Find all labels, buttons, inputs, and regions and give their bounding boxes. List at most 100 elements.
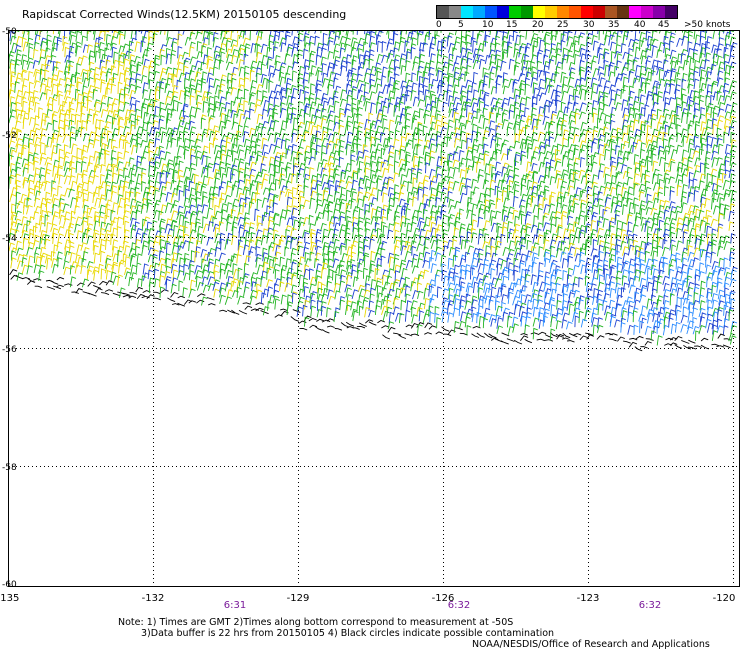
wind-barb [393, 79, 400, 90]
wind-barb [111, 239, 119, 251]
wind-barb [620, 72, 627, 82]
wind-barb [194, 138, 201, 149]
wind-barb [303, 264, 310, 276]
wind-barb [670, 277, 677, 287]
wind-barb [514, 252, 522, 262]
wind-barb [20, 193, 27, 203]
wind-barb [670, 231, 676, 244]
wind-barb [140, 128, 148, 137]
wind-barb [448, 152, 455, 162]
wind-barb [27, 255, 34, 267]
wind-barb [98, 197, 106, 208]
wind-barb [33, 252, 40, 264]
wind-barb [332, 95, 339, 106]
wind-barb [590, 219, 597, 232]
wind-barb [446, 239, 454, 250]
wind-barb [500, 284, 507, 297]
wind-barb [206, 58, 214, 69]
wind-barb [418, 270, 426, 280]
wind-barb [494, 172, 501, 184]
wind-barb [376, 109, 384, 120]
wind-barb [650, 264, 657, 276]
wind-barb [227, 309, 235, 314]
wind-barb [537, 222, 544, 234]
wind-barb [586, 295, 594, 305]
wind-barb [196, 40, 202, 52]
wind-barb [532, 234, 539, 244]
wind-barb [556, 299, 562, 310]
wind-barb [434, 34, 440, 46]
wind-barb [477, 152, 485, 161]
wind-barb [435, 143, 442, 153]
wind-barb [729, 36, 737, 47]
wind-barb [57, 185, 63, 195]
wind-barb [502, 197, 510, 208]
wind-barb [304, 120, 311, 132]
wind-barb [296, 172, 302, 184]
wind-barb [524, 213, 531, 225]
wind-barb [58, 156, 64, 167]
wind-barb [452, 61, 460, 72]
wind-barb [416, 282, 422, 293]
wind-barb [664, 82, 671, 94]
wind-barb [724, 111, 732, 119]
wind-barb [208, 247, 216, 257]
wind-barb [58, 209, 65, 219]
wind-barb [482, 40, 489, 52]
wind-barb [39, 254, 46, 267]
wind-barb [243, 166, 250, 178]
wind-barb [322, 100, 329, 113]
wind-barb [183, 197, 190, 207]
wind-barb [614, 282, 621, 294]
wind-barb [658, 219, 664, 232]
wind-barb [50, 151, 57, 161]
wind-barb [658, 115, 665, 124]
wind-barb [188, 114, 196, 125]
wind-barb [603, 166, 610, 178]
wind-barb [639, 120, 646, 131]
wind-barb [134, 191, 141, 203]
wind-barb [212, 105, 219, 118]
wind-barb [452, 77, 459, 88]
wind-barb [472, 40, 478, 53]
wind-barb [477, 287, 484, 300]
wind-barb [418, 220, 425, 232]
wind-barb [188, 84, 196, 94]
wind-barb [291, 132, 298, 143]
wind-barb [105, 238, 111, 250]
wind-barb [236, 187, 243, 198]
wind-barb [274, 298, 280, 310]
wind-barb [543, 64, 549, 76]
wind-barb [662, 238, 668, 250]
wind-barb [458, 162, 464, 173]
wind-barb [645, 139, 653, 148]
wind-barb [388, 130, 395, 143]
wind-barb [640, 142, 646, 154]
wind-barb [382, 182, 389, 191]
wind-barb [346, 120, 352, 131]
wind-barb [110, 65, 116, 76]
wind-barb [616, 136, 623, 148]
wind-barb [130, 173, 136, 185]
wind-barb [423, 297, 431, 310]
wind-barb [632, 141, 638, 153]
wind-barb [220, 51, 226, 64]
wind-barb [614, 204, 622, 213]
wind-barb [663, 42, 670, 54]
wind-barb [472, 59, 480, 70]
wind-barb [604, 148, 610, 161]
wind-barb [117, 81, 123, 95]
wind-barb [704, 46, 711, 58]
wind-barb [160, 54, 166, 66]
wind-barb [338, 228, 346, 238]
wind-barb [478, 192, 485, 204]
wind-barb [237, 216, 245, 226]
wind-barb [218, 197, 225, 209]
wind-barb [370, 197, 378, 207]
wind-barb [610, 32, 618, 40]
wind-barb [164, 151, 171, 161]
wind-barb [548, 136, 554, 148]
legend-label: >50 knots [684, 20, 731, 30]
wind-barb [428, 156, 435, 167]
wind-barb [440, 191, 447, 202]
